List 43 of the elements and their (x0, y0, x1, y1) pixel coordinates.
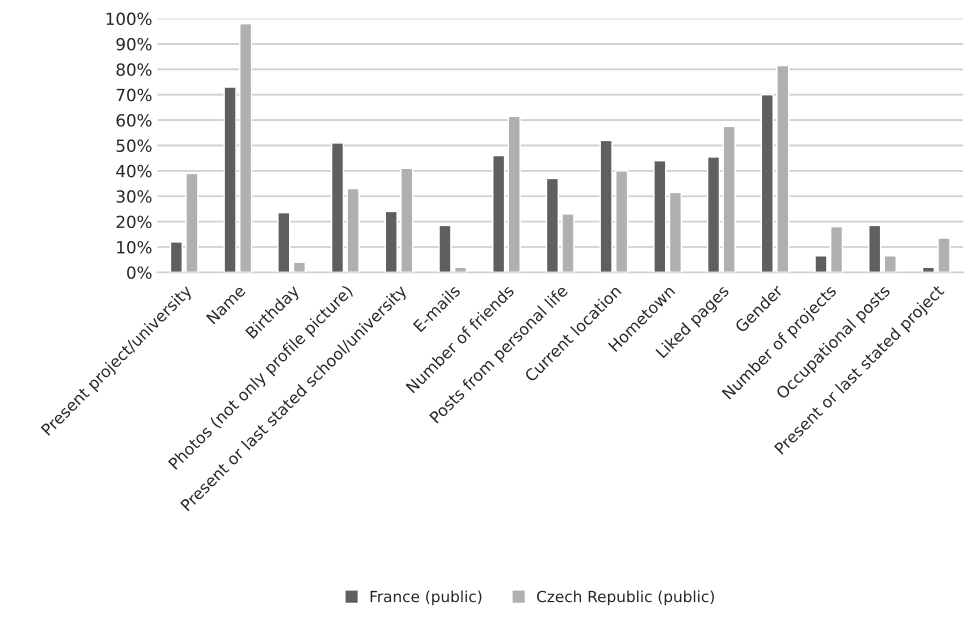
bar (384, 210, 398, 272)
y-tick-label: 100% (106, 12, 152, 26)
bar (561, 213, 575, 272)
bar (292, 262, 306, 272)
bar (668, 192, 682, 272)
y-tick-label: 60% (116, 114, 152, 127)
legend-label: France (public) (370, 590, 482, 606)
bar (814, 255, 828, 272)
bar (615, 170, 628, 272)
bar (492, 154, 506, 272)
bar (868, 224, 882, 272)
bar (170, 241, 183, 272)
bar (706, 156, 720, 272)
y-tick-label: 30% (116, 190, 152, 203)
legend-label: Czech Republic (public) (537, 590, 714, 606)
y-tick-label: 50% (116, 139, 152, 152)
y-tick-label: 0% (127, 266, 152, 279)
bar (508, 116, 521, 272)
bar (760, 94, 774, 272)
bar (239, 22, 252, 272)
y-tick-label: 40% (116, 164, 152, 178)
y-tick-label: 10% (117, 240, 152, 254)
bar (438, 224, 452, 272)
bar (185, 172, 199, 272)
y-tick-label: 90% (116, 38, 152, 51)
bar (223, 86, 237, 272)
bar (454, 266, 468, 272)
bar (600, 140, 613, 272)
y-tick-label: 20% (116, 216, 152, 228)
bar (546, 178, 559, 272)
bar (722, 126, 736, 272)
bar (830, 226, 844, 272)
bar (922, 266, 936, 272)
bar (346, 188, 360, 272)
bar (653, 160, 666, 272)
bar (400, 168, 414, 272)
y-tick-label: 70% (116, 88, 152, 102)
bar (776, 64, 790, 272)
bar (937, 237, 951, 272)
y-tick-label: 80% (116, 63, 152, 76)
bar (277, 212, 290, 272)
bar (330, 142, 344, 272)
bar (884, 255, 897, 272)
